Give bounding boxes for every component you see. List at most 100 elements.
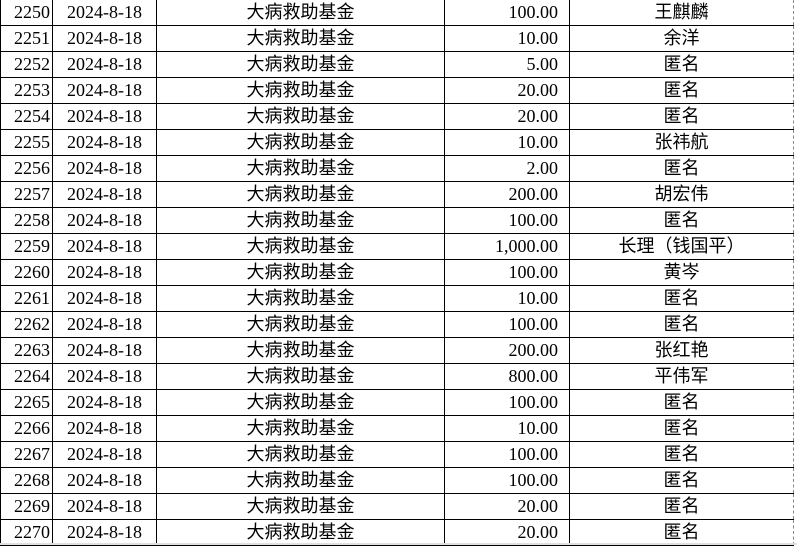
- date-cell[interactable]: 2024-8-18: [52, 493, 157, 520]
- donor-cell[interactable]: 余洋: [569, 25, 794, 52]
- amount-cell[interactable]: 1,000.00: [444, 233, 570, 260]
- amount-cell[interactable]: 100.00: [444, 259, 570, 286]
- date-cell[interactable]: 2024-8-18: [52, 467, 157, 494]
- donor-cell[interactable]: 黄岑: [569, 259, 794, 286]
- amount-cell[interactable]: 2.00: [444, 155, 570, 182]
- donor-cell[interactable]: 匿名: [569, 415, 794, 442]
- row-number-cell[interactable]: 2262: [0, 311, 53, 338]
- date-cell[interactable]: 2024-8-18: [52, 181, 157, 208]
- amount-cell[interactable]: 100.00: [444, 389, 570, 416]
- fund-cell[interactable]: 大病救助基金: [156, 155, 445, 182]
- donor-cell[interactable]: 匿名: [569, 519, 794, 546]
- row-number-cell[interactable]: 2258: [0, 207, 53, 234]
- row-number-cell[interactable]: 2263: [0, 337, 53, 364]
- fund-cell[interactable]: 大病救助基金: [156, 415, 445, 442]
- fund-cell[interactable]: 大病救助基金: [156, 519, 445, 546]
- donor-cell[interactable]: 匿名: [569, 51, 794, 78]
- fund-cell[interactable]: 大病救助基金: [156, 103, 445, 130]
- row-number-cell[interactable]: 2255: [0, 129, 53, 156]
- fund-cell[interactable]: 大病救助基金: [156, 337, 445, 364]
- fund-cell[interactable]: 大病救助基金: [156, 493, 445, 520]
- row-number-cell[interactable]: 2266: [0, 415, 53, 442]
- fund-cell[interactable]: 大病救助基金: [156, 311, 445, 338]
- fund-cell[interactable]: 大病救助基金: [156, 363, 445, 390]
- row-number-cell[interactable]: 2251: [0, 25, 53, 52]
- fund-cell[interactable]: 大病救助基金: [156, 233, 445, 260]
- date-cell[interactable]: 2024-8-18: [52, 129, 157, 156]
- row-number-cell[interactable]: 2268: [0, 467, 53, 494]
- date-cell[interactable]: 2024-8-18: [52, 155, 157, 182]
- donor-cell[interactable]: 匿名: [569, 207, 794, 234]
- amount-cell[interactable]: 10.00: [444, 129, 570, 156]
- date-cell[interactable]: 2024-8-18: [52, 103, 157, 130]
- donor-cell[interactable]: 匿名: [569, 285, 794, 312]
- date-cell[interactable]: 2024-8-18: [52, 519, 157, 546]
- amount-cell[interactable]: 5.00: [444, 51, 570, 78]
- amount-cell[interactable]: 20.00: [444, 519, 570, 546]
- donor-cell[interactable]: 长理（钱国平）: [569, 233, 794, 260]
- donor-cell[interactable]: 匿名: [569, 467, 794, 494]
- donor-cell[interactable]: 平伟军: [569, 363, 794, 390]
- donor-cell[interactable]: 匿名: [569, 441, 794, 468]
- fund-cell[interactable]: 大病救助基金: [156, 0, 445, 26]
- date-cell[interactable]: 2024-8-18: [52, 311, 157, 338]
- row-number-cell[interactable]: 2265: [0, 389, 53, 416]
- row-number-cell[interactable]: 2253: [0, 77, 53, 104]
- row-number-cell[interactable]: 2257: [0, 181, 53, 208]
- date-cell[interactable]: 2024-8-18: [52, 441, 157, 468]
- date-cell[interactable]: 2024-8-18: [52, 259, 157, 286]
- date-cell[interactable]: 2024-8-18: [52, 233, 157, 260]
- row-number-cell[interactable]: 2270: [0, 519, 53, 546]
- fund-cell[interactable]: 大病救助基金: [156, 441, 445, 468]
- date-cell[interactable]: 2024-8-18: [52, 51, 157, 78]
- row-number-cell[interactable]: 2252: [0, 51, 53, 78]
- amount-cell[interactable]: 200.00: [444, 337, 570, 364]
- donor-cell[interactable]: 匿名: [569, 155, 794, 182]
- amount-cell[interactable]: 20.00: [444, 103, 570, 130]
- date-cell[interactable]: 2024-8-18: [52, 363, 157, 390]
- amount-cell[interactable]: 20.00: [444, 493, 570, 520]
- date-cell[interactable]: 2024-8-18: [52, 25, 157, 52]
- fund-cell[interactable]: 大病救助基金: [156, 25, 445, 52]
- row-number-cell[interactable]: 2267: [0, 441, 53, 468]
- date-cell[interactable]: 2024-8-18: [52, 337, 157, 364]
- donor-cell[interactable]: 胡宏伟: [569, 181, 794, 208]
- date-cell[interactable]: 2024-8-18: [52, 389, 157, 416]
- amount-cell[interactable]: 100.00: [444, 467, 570, 494]
- amount-cell[interactable]: 100.00: [444, 207, 570, 234]
- amount-cell[interactable]: 100.00: [444, 0, 570, 26]
- donor-cell[interactable]: 王麒麟: [569, 0, 794, 26]
- row-number-cell[interactable]: 2250: [0, 0, 53, 26]
- date-cell[interactable]: 2024-8-18: [52, 77, 157, 104]
- date-cell[interactable]: 2024-8-18: [52, 285, 157, 312]
- amount-cell[interactable]: 10.00: [444, 285, 570, 312]
- row-number-cell[interactable]: 2269: [0, 493, 53, 520]
- date-cell[interactable]: 2024-8-18: [52, 207, 157, 234]
- amount-cell[interactable]: 800.00: [444, 363, 570, 390]
- fund-cell[interactable]: 大病救助基金: [156, 51, 445, 78]
- donor-cell[interactable]: 匿名: [569, 77, 794, 104]
- amount-cell[interactable]: 100.00: [444, 441, 570, 468]
- date-cell[interactable]: 2024-8-18: [52, 415, 157, 442]
- donor-cell[interactable]: 匿名: [569, 493, 794, 520]
- amount-cell[interactable]: 20.00: [444, 77, 570, 104]
- donor-cell[interactable]: 匿名: [569, 103, 794, 130]
- row-number-cell[interactable]: 2260: [0, 259, 53, 286]
- row-number-cell[interactable]: 2259: [0, 233, 53, 260]
- fund-cell[interactable]: 大病救助基金: [156, 285, 445, 312]
- row-number-cell[interactable]: 2256: [0, 155, 53, 182]
- row-number-cell[interactable]: 2254: [0, 103, 53, 130]
- amount-cell[interactable]: 10.00: [444, 25, 570, 52]
- fund-cell[interactable]: 大病救助基金: [156, 259, 445, 286]
- donor-cell[interactable]: 匿名: [569, 311, 794, 338]
- fund-cell[interactable]: 大病救助基金: [156, 77, 445, 104]
- donor-cell[interactable]: 张红艳: [569, 337, 794, 364]
- date-cell[interactable]: 2024-8-18: [52, 0, 157, 26]
- fund-cell[interactable]: 大病救助基金: [156, 129, 445, 156]
- donor-cell[interactable]: 张祎航: [569, 129, 794, 156]
- donor-cell[interactable]: 匿名: [569, 389, 794, 416]
- fund-cell[interactable]: 大病救助基金: [156, 181, 445, 208]
- fund-cell[interactable]: 大病救助基金: [156, 389, 445, 416]
- fund-cell[interactable]: 大病救助基金: [156, 207, 445, 234]
- row-number-cell[interactable]: 2261: [0, 285, 53, 312]
